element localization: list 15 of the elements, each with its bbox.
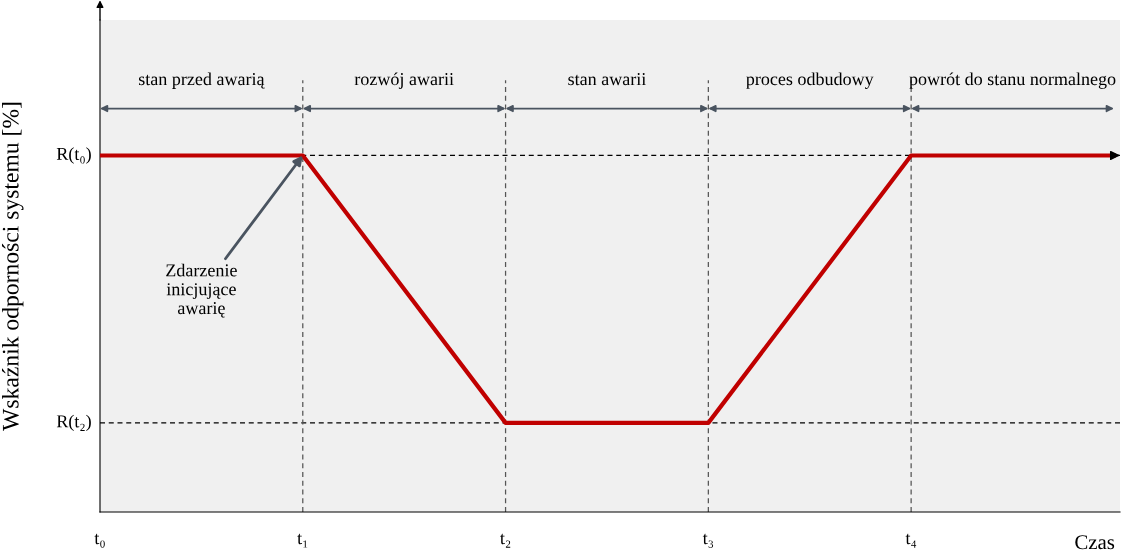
ref-line-label: R(t₂) <box>56 414 91 432</box>
text: stan awarii <box>568 73 646 86</box>
x-tick-label: t₁ <box>297 533 308 548</box>
x-tick-label: t₀ <box>94 533 105 548</box>
x-axis-title: Czas <box>1075 535 1115 550</box>
text: proces odbudowy <box>746 72 874 89</box>
x-tick-label: t₃ <box>702 533 714 548</box>
x-tick-label: t₂ <box>500 533 511 548</box>
text: powrót do stanu normalnego <box>909 72 1116 89</box>
ref-line-label: R(t₀) <box>56 147 91 164</box>
text: rozwój awarii <box>354 72 454 89</box>
y-axis-title: Wskaźnik odporności systemu [%] <box>1 102 24 431</box>
annotation: Zdarzenie inicjujące awarię <box>166 263 237 318</box>
text: stan przed awarią <box>138 72 265 89</box>
x-tick-label: t₄ <box>905 533 917 548</box>
